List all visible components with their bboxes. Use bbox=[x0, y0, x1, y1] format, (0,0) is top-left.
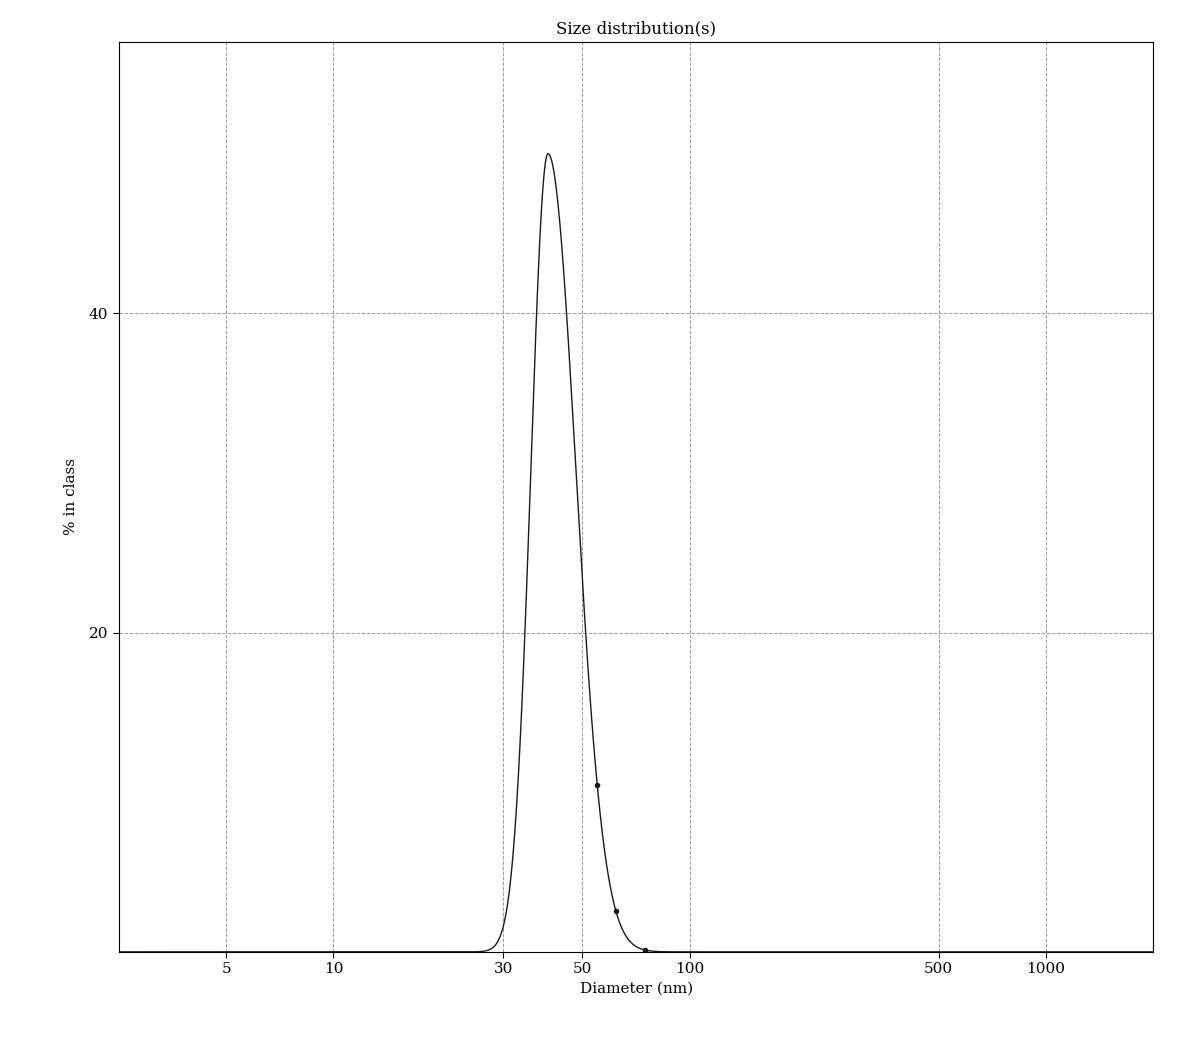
X-axis label: Diameter (nm): Diameter (nm) bbox=[579, 982, 693, 996]
Y-axis label: % in class: % in class bbox=[64, 458, 77, 536]
Title: Size distribution(s): Size distribution(s) bbox=[556, 21, 716, 38]
